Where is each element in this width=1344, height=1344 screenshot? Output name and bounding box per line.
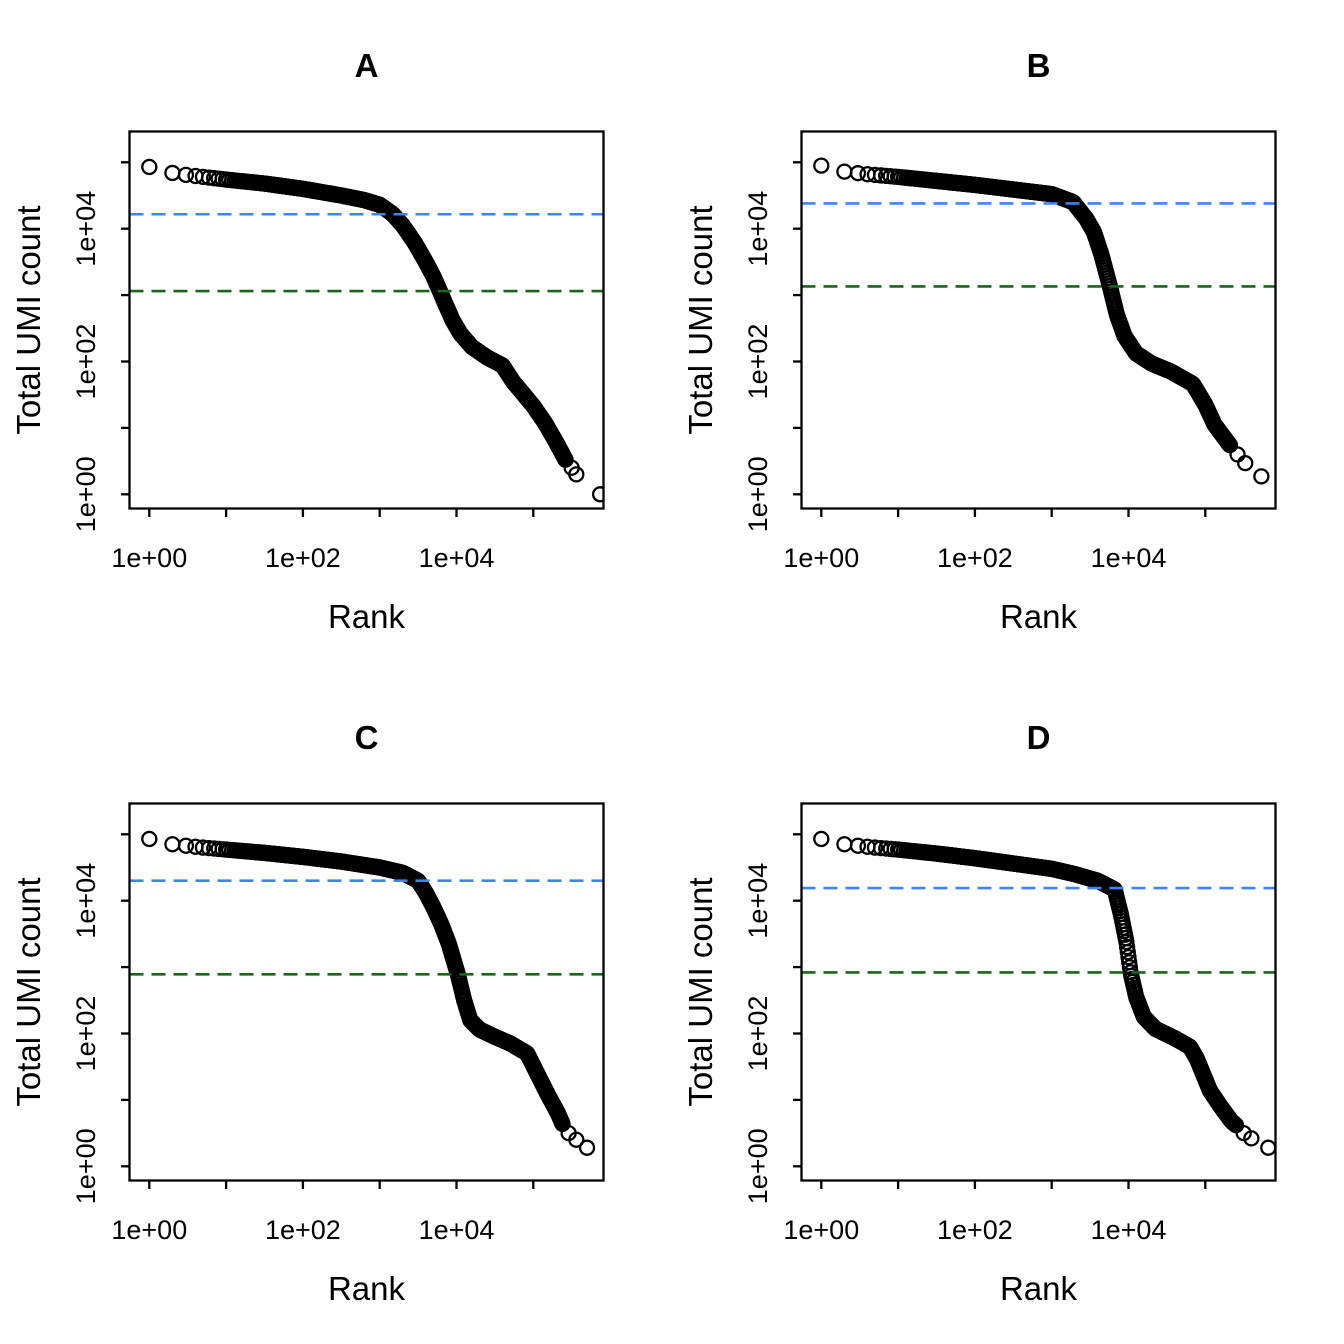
- plot-box: [800, 802, 1277, 1182]
- panel-d-figure: D Rank Total UMI count 1e+00 1e+02 1e+04 1e+00…: [672, 672, 1344, 1344]
- data-point: [1229, 446, 1246, 463]
- data-point: [1260, 1139, 1276, 1156]
- data-point: [194, 168, 212, 186]
- panel-b-figure: B Rank Total UMI count 1e+00 1e+02 1e+04 1e+00…: [672, 0, 1344, 672]
- x-tick-label: 1e+00: [783, 1215, 859, 1245]
- plot-box: [800, 130, 1277, 510]
- data-points: [141, 158, 604, 503]
- data-points: [813, 830, 1276, 1156]
- data-point: [849, 165, 867, 182]
- data-point: [141, 830, 158, 848]
- x-axis-label: Rank: [1000, 1270, 1078, 1307]
- data-point: [568, 1131, 585, 1148]
- plot-box: [128, 802, 605, 1182]
- x-axis-label: Rank: [1000, 598, 1078, 635]
- x-tick-label: 1e+00: [111, 1215, 187, 1245]
- data-point: [1237, 454, 1254, 472]
- panel-title: D: [1027, 719, 1051, 756]
- panel-b-plot: B Rank Total UMI count 1e+00 1e+02 1e+04 1e+00…: [682, 47, 1277, 635]
- data-point: [1253, 468, 1270, 485]
- y-tick-label: 1e+04: [71, 191, 101, 267]
- data-point: [813, 830, 830, 848]
- y-tick-label: 1e+02: [71, 996, 101, 1072]
- data-point: [866, 166, 884, 184]
- x-tick-label: 1e+02: [937, 1215, 1013, 1245]
- plot-box: [128, 130, 605, 510]
- data-point: [836, 836, 853, 853]
- panel-a-plot: A Rank Total UMI count 1e+00 1e+02 1e+04 1e+00…: [10, 47, 605, 635]
- y-tick-label: 1e+00: [743, 1128, 773, 1204]
- y-tick-label: 1e+02: [743, 324, 773, 400]
- x-tick-label: 1e+00: [111, 543, 187, 573]
- data-point: [141, 158, 158, 176]
- x-tick-label: 1e+04: [419, 1215, 495, 1245]
- x-tick-label: 1e+02: [265, 543, 341, 573]
- data-point: [1243, 1130, 1260, 1147]
- y-tick-label: 1e+02: [71, 324, 101, 400]
- data-point: [177, 837, 195, 854]
- data-point: [164, 164, 181, 182]
- y-axis-label: Total UMI count: [10, 877, 47, 1106]
- data-points: [813, 157, 1270, 485]
- y-axis-label: Total UMI count: [682, 877, 719, 1106]
- panel-c-figure: C Rank Total UMI count 1e+00 1e+02 1e+04 1e+00…: [0, 672, 672, 1344]
- x-axis-label: Rank: [328, 1270, 406, 1307]
- y-tick-label: 1e+00: [743, 456, 773, 532]
- y-axis-label: Total UMI count: [10, 205, 47, 434]
- x-tick-label: 1e+04: [419, 543, 495, 573]
- x-tick-label: 1e+04: [1091, 543, 1167, 573]
- data-points: [141, 830, 596, 1156]
- data-point: [578, 1139, 596, 1156]
- x-tick-label: 1e+02: [937, 543, 1013, 573]
- data-point: [568, 466, 585, 483]
- panel-title: C: [355, 719, 379, 756]
- panel-a-figure: A Rank Total UMI count 1e+00 1e+02 1e+04 1e+00…: [0, 0, 672, 672]
- data-point: [813, 157, 830, 174]
- y-tick-label: 1e+02: [743, 996, 773, 1072]
- panel-title: A: [355, 47, 379, 84]
- data-point: [866, 839, 884, 856]
- y-axis-label: Total UMI count: [682, 205, 719, 434]
- y-tick-label: 1e+04: [743, 863, 773, 939]
- panel-d-plot: D Rank Total UMI count 1e+00 1e+02 1e+04 1e+00…: [682, 719, 1277, 1307]
- data-point: [194, 839, 212, 856]
- data-point: [836, 163, 853, 180]
- x-tick-label: 1e+00: [783, 543, 859, 573]
- y-tick-label: 1e+00: [71, 1128, 101, 1204]
- panel-c-plot: C Rank Total UMI count 1e+00 1e+02 1e+04 1e+00…: [10, 719, 605, 1307]
- data-point: [591, 486, 604, 503]
- y-tick-label: 1e+00: [71, 456, 101, 532]
- panel-title: B: [1027, 47, 1051, 84]
- x-axis-label: Rank: [328, 598, 406, 635]
- y-tick-label: 1e+04: [71, 863, 101, 939]
- y-tick-label: 1e+04: [743, 191, 773, 267]
- x-tick-label: 1e+02: [265, 1215, 341, 1245]
- x-tick-label: 1e+04: [1091, 1215, 1167, 1245]
- data-point: [164, 836, 181, 853]
- data-point: [849, 837, 867, 854]
- data-point: [177, 166, 195, 184]
